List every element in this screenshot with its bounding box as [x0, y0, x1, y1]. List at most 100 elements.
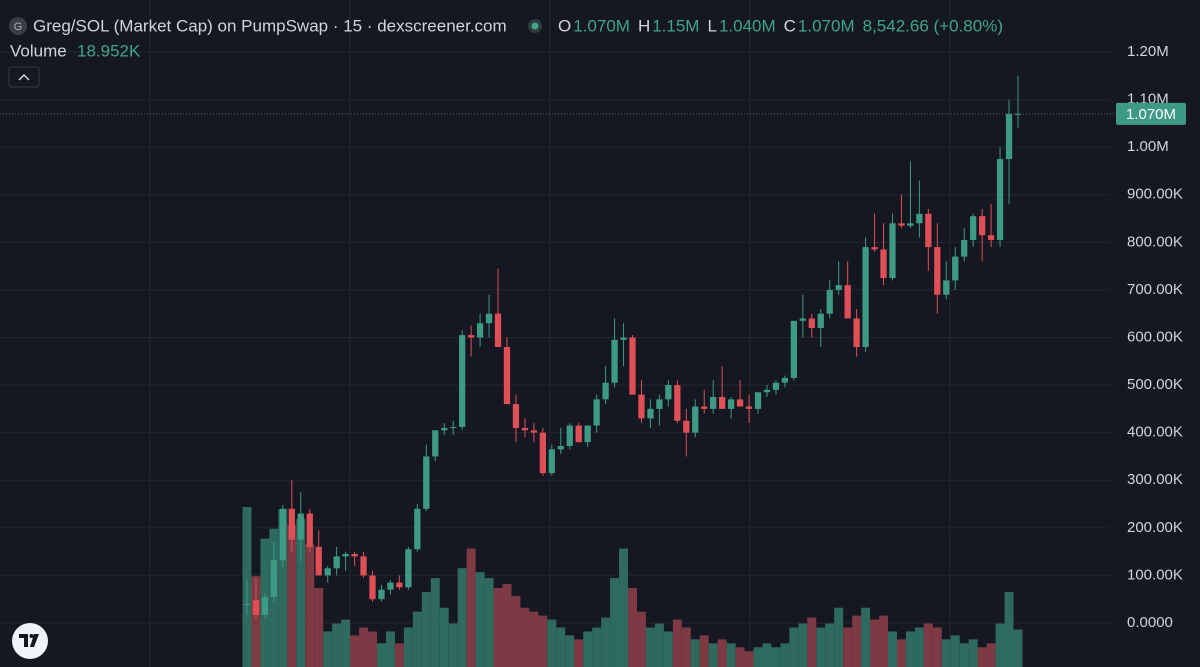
- candle-body: [638, 394, 645, 419]
- candle-body: [898, 223, 905, 226]
- candle-body: [396, 582, 403, 588]
- volume-bar: [583, 631, 593, 667]
- volume-bar: [870, 619, 880, 667]
- candle-body: [450, 426, 457, 428]
- volume-bar: [645, 627, 655, 667]
- volume-bar: [296, 518, 306, 667]
- candle-body: [261, 596, 269, 615]
- candle-body: [297, 513, 304, 540]
- y-tick-label: 1.20M: [1127, 43, 1169, 60]
- candle-body: [727, 399, 735, 409]
- volume-bar: [332, 623, 342, 667]
- candle-body: [503, 347, 511, 405]
- y-tick-label: 800.00K: [1127, 233, 1183, 250]
- volume-bar: [601, 617, 611, 667]
- tv-logo[interactable]: [12, 623, 48, 659]
- volume-bar: [448, 623, 458, 667]
- volume-bar: [394, 643, 404, 667]
- volume-bar: [780, 643, 790, 667]
- volume-bar: [995, 623, 1005, 667]
- vertical-grid: [149, 0, 951, 667]
- candle-body: [656, 399, 663, 409]
- volume-bar: [762, 643, 772, 667]
- candle-body: [494, 313, 502, 348]
- legend-value: 1.040M: [719, 16, 776, 35]
- candle-body: [566, 425, 573, 446]
- volume-bar: [717, 639, 727, 667]
- volume-bar: [430, 578, 440, 667]
- candle-body: [799, 318, 806, 321]
- volume-bar: [565, 635, 575, 667]
- volume-bar: [278, 508, 288, 667]
- candle-body: [987, 235, 995, 240]
- volume-bar: [368, 631, 377, 667]
- volume-bar: [502, 584, 512, 667]
- candle-body: [378, 589, 385, 600]
- volume-bar: [520, 607, 530, 667]
- volume-bar: [896, 639, 906, 667]
- candle-body: [405, 549, 412, 588]
- y-tick-label: 600.00K: [1127, 328, 1183, 345]
- y-tick-label: 200.00K: [1127, 519, 1183, 536]
- candle-body: [772, 382, 780, 390]
- volume-bar: [574, 639, 584, 667]
- volume-bar: [663, 631, 673, 667]
- candle-body: [880, 249, 887, 279]
- volume-bar: [690, 639, 700, 667]
- candle-body: [925, 213, 932, 248]
- volume-bar: [484, 578, 494, 667]
- symbol-icon: [9, 17, 27, 35]
- candles: [243, 75, 1022, 619]
- collapse-button[interactable]: [8, 66, 40, 88]
- candle-body: [701, 406, 708, 409]
- volume-bar: [834, 607, 844, 667]
- candle-body: [611, 339, 618, 383]
- candle-body: [315, 546, 322, 576]
- candle-body: [719, 396, 726, 409]
- volume-bar: [511, 595, 521, 667]
- volume-bar: [681, 627, 691, 667]
- candle-body: [512, 404, 520, 428]
- volume-bar: [421, 591, 431, 667]
- volume-bar: [636, 611, 646, 667]
- volume-bar: [314, 587, 324, 667]
- volume-bar: [753, 647, 763, 667]
- volume-bar: [959, 643, 969, 667]
- candle-body: [620, 337, 627, 340]
- volume-bar: [735, 647, 745, 667]
- candle-body: [853, 318, 860, 348]
- volume-bar: [323, 631, 333, 667]
- candle-body: [934, 247, 941, 295]
- y-tick-label: 1.00M: [1127, 138, 1169, 155]
- volume-bar: [412, 611, 422, 667]
- volume-bar: [493, 587, 503, 667]
- candle-body: [476, 323, 484, 338]
- candle-body: [781, 377, 789, 383]
- candle-body: [647, 408, 654, 419]
- volume-bar: [798, 623, 808, 667]
- volume-bar: [905, 631, 915, 667]
- candle-body: [835, 285, 842, 290]
- candle-body: [270, 560, 278, 597]
- volume-bar: [923, 623, 933, 667]
- candle-body: [970, 216, 977, 240]
- candle-body: [351, 554, 358, 557]
- volume-bar: [610, 578, 620, 667]
- volume-bar: [843, 627, 853, 667]
- y-tick-label: 0.0000: [1127, 614, 1173, 631]
- chart-title: Greg/SOL (Market Cap) on PumpSwap · 15 ·…: [33, 16, 507, 35]
- candle-body: [369, 575, 376, 600]
- legend-value: 1.070M: [573, 16, 630, 35]
- candle-body: [826, 289, 833, 314]
- y-tick-label: 100.00K: [1127, 566, 1183, 583]
- volume-bar: [529, 611, 539, 667]
- volume-bar: [807, 617, 817, 667]
- volume-bar: [968, 639, 978, 667]
- tv-logo-dot: [29, 634, 34, 638]
- legend-key: L: [707, 16, 716, 35]
- candle-body: [871, 247, 878, 250]
- volume-bar: [287, 524, 297, 667]
- volume-bar: [879, 615, 889, 667]
